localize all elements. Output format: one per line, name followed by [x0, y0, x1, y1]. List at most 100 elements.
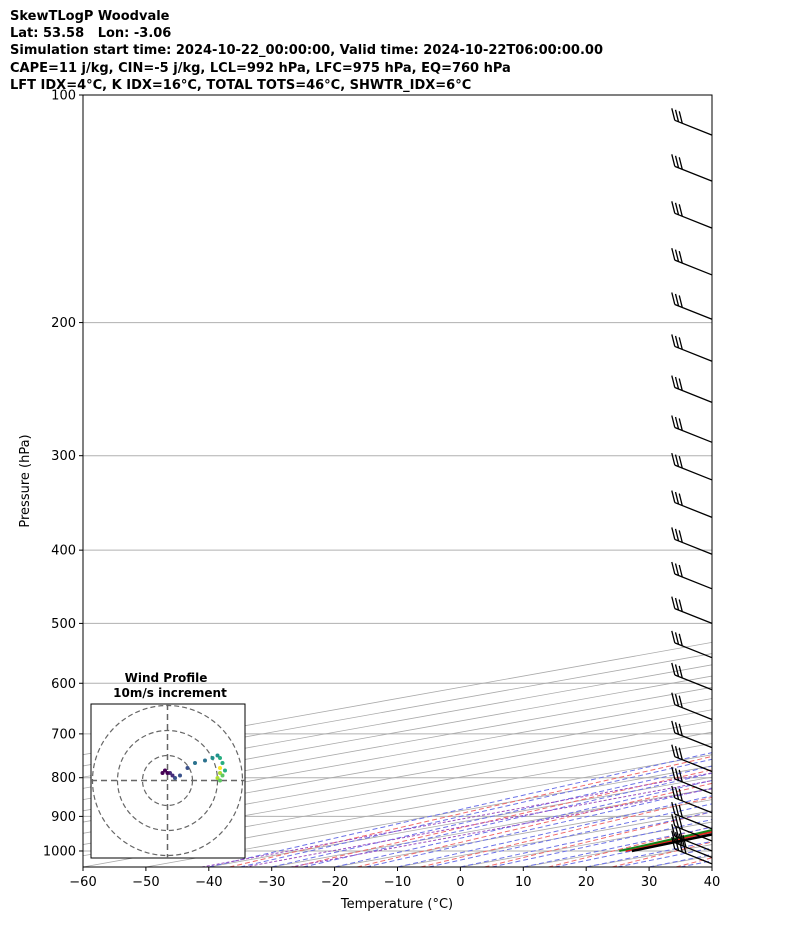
- y-tick-label: 1000: [43, 844, 76, 859]
- barb-staff: [674, 848, 713, 865]
- barb-feather: [678, 157, 683, 170]
- chart-title: SkewTLogP Woodvale: [10, 9, 170, 24]
- wind-barb: [671, 766, 713, 795]
- barb-staff: [674, 426, 713, 443]
- moist-adiabat: [460, 811, 712, 867]
- barb-feather: [671, 720, 676, 734]
- barb-feather: [671, 334, 676, 347]
- isotherm-line: [83, 731, 712, 845]
- barb-feather: [678, 530, 683, 543]
- barb-staff: [674, 212, 713, 229]
- moist-adiabat: [208, 752, 712, 867]
- barb-feather: [674, 155, 680, 168]
- barb-feather: [674, 815, 680, 828]
- barb-feather: [678, 418, 683, 431]
- isotherm-line: [586, 844, 712, 867]
- barb-staff: [674, 825, 713, 842]
- barb-feather: [674, 787, 680, 800]
- barb-staff: [674, 756, 713, 773]
- dry-adiabat: [675, 857, 712, 867]
- barb-feather: [678, 804, 683, 818]
- barb-feather: [678, 337, 683, 350]
- barb-feather: [671, 375, 676, 388]
- hodograph-point: [223, 768, 227, 773]
- barb-feather: [671, 490, 676, 503]
- barb-feather: [674, 825, 680, 838]
- barb-feather: [678, 599, 683, 612]
- hodograph-point: [165, 771, 170, 775]
- x-tick-label: −40: [195, 875, 222, 890]
- y-tick-label: 600: [51, 677, 76, 692]
- dry-adiabat: [484, 811, 712, 867]
- y-tick-label: 400: [51, 544, 76, 559]
- barb-staff: [674, 813, 713, 830]
- barb-staff: [674, 778, 713, 795]
- barb-feather: [678, 747, 683, 760]
- hodograph-point: [218, 771, 222, 775]
- barb-feather: [671, 630, 676, 644]
- y-tick-label: 100: [51, 89, 76, 104]
- wind-barb: [671, 814, 713, 842]
- barb-feather: [671, 415, 676, 428]
- location-line: Lat: 53.58 Lon: -3.06: [10, 26, 172, 42]
- barb-feather: [678, 723, 683, 736]
- wind-barb: [671, 630, 713, 659]
- y-tick-label: 700: [51, 727, 76, 742]
- temperature-line: [625, 830, 712, 852]
- barb-feather: [674, 597, 680, 611]
- hodograph-subtitle: 10m/s increment: [113, 686, 227, 700]
- barb-feather: [678, 455, 683, 469]
- isotherm-line: [460, 821, 712, 867]
- x-tick-label: 0: [456, 875, 464, 890]
- isotherm-line: [334, 799, 712, 867]
- barb-staff: [674, 386, 713, 403]
- wind-barb: [671, 692, 713, 721]
- barb-staff: [674, 119, 713, 136]
- barb-feather: [671, 292, 676, 305]
- barb-staff: [674, 538, 713, 555]
- isotherm-line: [83, 664, 712, 778]
- wind-barb: [671, 292, 713, 320]
- barb-feather: [671, 836, 676, 850]
- y-tick-label: 300: [51, 449, 76, 464]
- barb-staff: [674, 165, 713, 182]
- x-tick-label: −60: [69, 875, 96, 890]
- barb-feather: [682, 841, 687, 854]
- barb-feather: [674, 563, 680, 576]
- index-line: LFT IDX=4°C, K IDX=16°C, TOTAL TOTS=46°C…: [10, 77, 472, 93]
- moist-adiabat: [491, 819, 712, 867]
- hodograph-point: [178, 773, 182, 778]
- hodograph-point: [215, 776, 220, 780]
- dry-adiabat: [611, 841, 712, 867]
- barb-feather: [678, 816, 683, 830]
- dry-adiabat: [740, 95, 794, 867]
- barb-staff: [674, 674, 713, 691]
- barb-staff: [674, 573, 713, 590]
- barb-feather: [674, 746, 680, 759]
- isotherm-line: [83, 698, 712, 812]
- hodograph: Wind Profile 10m/s increment: [90, 671, 246, 859]
- barb-staff: [674, 797, 713, 814]
- barb-feather: [674, 528, 680, 542]
- barb-feather: [678, 295, 683, 308]
- barb-feather: [682, 834, 687, 848]
- barb-feather: [678, 826, 683, 840]
- wind-barb: [671, 248, 713, 276]
- wind-barb: [671, 744, 713, 773]
- dry-adiabat: [356, 782, 712, 867]
- wind-barbs: [671, 108, 713, 865]
- chart-header: SkewTLogP Woodvale Lat: 53.58 Lon: -3.06…: [10, 8, 603, 94]
- barb-feather: [671, 692, 676, 705]
- barb-feather: [671, 154, 676, 167]
- dry-adiabat: [293, 769, 712, 867]
- hodograph-point: [185, 766, 190, 770]
- barb-feather: [678, 493, 683, 506]
- wind-barb: [671, 201, 713, 229]
- barb-feather: [671, 248, 676, 261]
- barb-staff: [674, 842, 713, 859]
- barb-feather: [674, 454, 680, 467]
- wind-barb: [671, 561, 713, 590]
- profiles: [619, 828, 712, 853]
- barb-feather: [671, 201, 676, 214]
